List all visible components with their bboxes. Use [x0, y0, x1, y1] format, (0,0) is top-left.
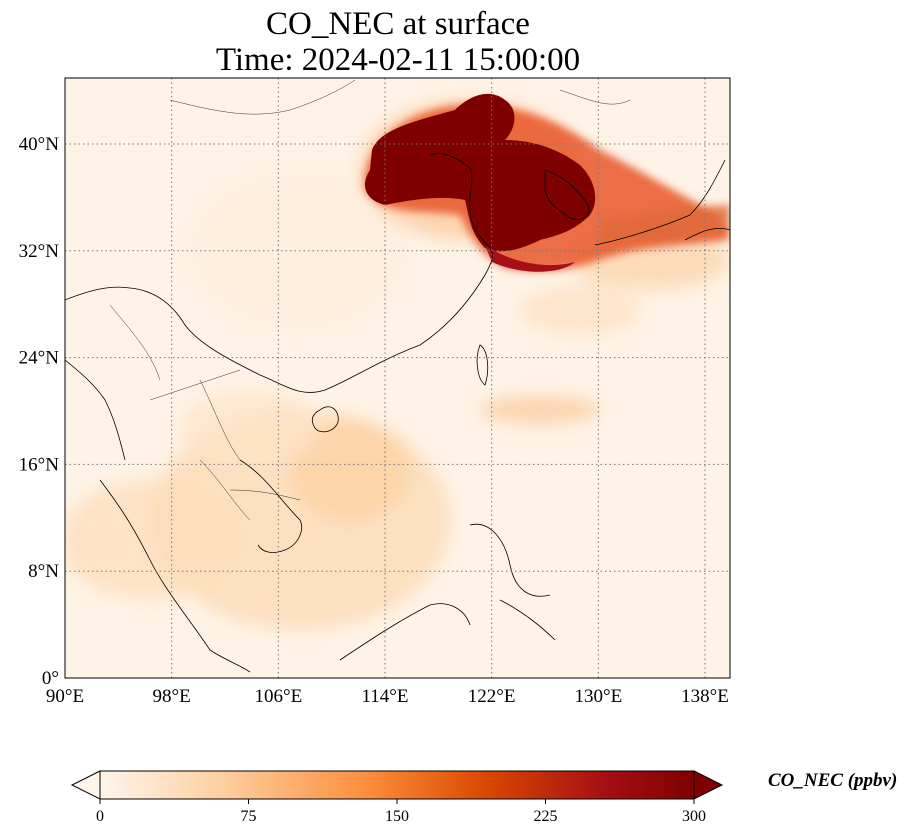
country-borders [109, 79, 631, 521]
map-gridlines [65, 78, 730, 678]
longitude-tick-label: 130°E [574, 686, 622, 707]
colorbar-gradient [99, 770, 695, 800]
latitude-tick-label: 8°N [28, 561, 59, 582]
colorbar-tick-label: 300 [682, 808, 706, 825]
colorbar-tick-label: 0 [96, 808, 104, 825]
longitude-tick-label: 138°E [681, 686, 729, 707]
longitude-tick-labels: 90°E 98°E 106°E 114°E 122°E 130°E 138°E [46, 686, 729, 707]
colorbar-ticks: 0 75 150 225 300 [96, 799, 706, 825]
map-title-line2: Time: 2024-02-11 15:00:00 [215, 42, 581, 78]
longitude-tick-label: 90°E [46, 686, 84, 707]
latitude-tick-label: 0° [42, 668, 59, 689]
latitude-tick-label: 16°N [19, 454, 60, 475]
longitude-tick-label: 98°E [153, 686, 191, 707]
colorbar-tick-label: 75 [241, 808, 257, 825]
co-plume-core [365, 93, 596, 252]
map-frame [64, 77, 731, 679]
map-title-line1: CO_NEC at surface [266, 6, 530, 42]
longitude-tick-label: 114°E [362, 686, 409, 707]
latitude-tick-label: 32°N [19, 241, 60, 262]
longitude-tick-label: 122°E [468, 686, 516, 707]
longitude-tick-label: 106°E [254, 686, 302, 707]
coastlines [65, 153, 730, 673]
latitude-tick-labels: 0° 8°N 16°N 24°N 32°N 40°N [19, 134, 60, 689]
colorbar: 0 75 150 225 300 [70, 770, 724, 825]
colorbar-label: CO_NEC (ppbv) [768, 770, 898, 791]
latitude-tick-label: 24°N [19, 348, 60, 369]
colorbar-min-extend [70, 770, 101, 800]
colorbar-max-extend [693, 770, 724, 800]
latitude-tick-label: 40°N [19, 134, 60, 155]
colorbar-tick-label: 225 [534, 808, 558, 825]
colorbar-tick-label: 150 [385, 808, 409, 825]
map-area [65, 78, 730, 678]
